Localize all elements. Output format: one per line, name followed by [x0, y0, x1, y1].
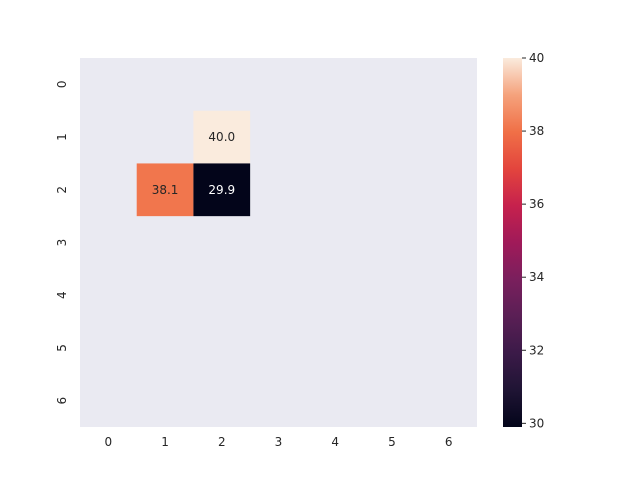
x-tick-label: 2 [218, 435, 226, 449]
y-tick-label: 1 [55, 133, 69, 141]
cell-value-label: 29.9 [208, 183, 235, 197]
y-tick-label: 2 [55, 186, 69, 194]
colorbar-tick-label: 40 [529, 51, 544, 65]
cell-value-label: 40.0 [208, 130, 235, 144]
x-tick-label: 3 [275, 435, 283, 449]
heatmap-cell [136, 163, 194, 217]
colorbar-tick-label: 36 [529, 197, 544, 211]
x-tick-label: 1 [161, 435, 169, 449]
colorbar-tick-label: 32 [529, 343, 544, 357]
colorbar [503, 58, 522, 427]
y-tick-label: 5 [55, 344, 69, 352]
heatmap-cells: 40.0 38.1 29.9 [136, 110, 251, 217]
cell-value-label: 38.1 [152, 183, 179, 197]
x-tick-label: 5 [388, 435, 396, 449]
y-tick-label: 6 [55, 397, 69, 405]
x-tick-label: 6 [445, 435, 453, 449]
y-tick-label: 3 [55, 239, 69, 247]
heatmap-cell [193, 110, 251, 164]
plot-background [80, 58, 477, 427]
y-tick-label: 0 [55, 81, 69, 89]
x-tick-label: 0 [105, 435, 113, 449]
colorbar-tick-label: 34 [529, 270, 544, 284]
colorbar-tick-label: 38 [529, 124, 544, 138]
heatmap-cell [193, 163, 251, 217]
x-tick-label: 4 [331, 435, 339, 449]
y-tick-label: 4 [55, 291, 69, 299]
colorbar-axis: 30 32 34 36 38 40 [522, 51, 544, 430]
x-axis: 0 1 2 3 4 5 6 [105, 435, 453, 449]
y-axis: 0 1 2 3 4 5 6 [55, 81, 69, 405]
colorbar-tick-label: 30 [529, 416, 544, 430]
